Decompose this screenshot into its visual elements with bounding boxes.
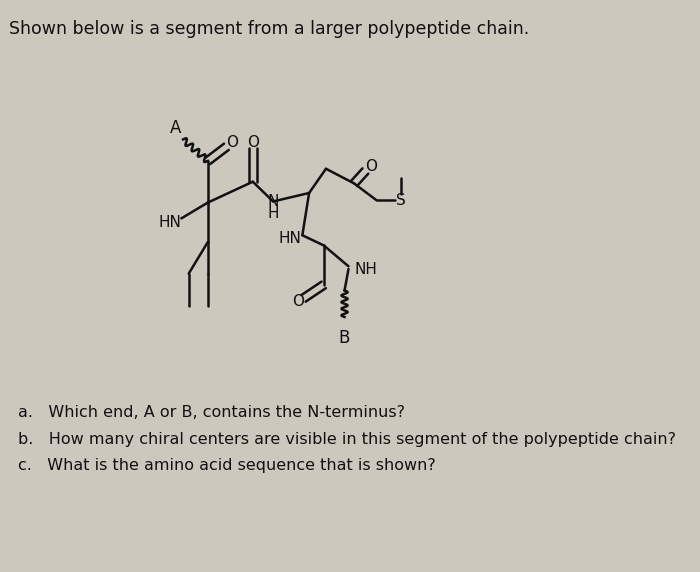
Text: a.   Which end, A or B, contains the N-terminus?: a. Which end, A or B, contains the N-ter… bbox=[18, 406, 405, 420]
Text: HN: HN bbox=[279, 231, 302, 245]
Text: b.   How many chiral centers are visible in this segment of the polypeptide chai: b. How many chiral centers are visible i… bbox=[18, 432, 676, 447]
Text: O: O bbox=[292, 294, 304, 309]
Text: N: N bbox=[267, 194, 279, 209]
Text: c.   What is the amino acid sequence that is shown?: c. What is the amino acid sequence that … bbox=[18, 458, 436, 472]
Text: O: O bbox=[365, 159, 377, 174]
Text: A: A bbox=[170, 119, 181, 137]
Text: S: S bbox=[396, 193, 406, 208]
Text: O: O bbox=[247, 135, 259, 150]
Text: O: O bbox=[226, 135, 238, 150]
Text: HN: HN bbox=[159, 216, 181, 231]
Text: H: H bbox=[267, 206, 279, 221]
Text: NH: NH bbox=[354, 261, 377, 277]
Text: B: B bbox=[339, 329, 350, 347]
Text: Shown below is a segment from a larger polypeptide chain.: Shown below is a segment from a larger p… bbox=[8, 20, 529, 38]
